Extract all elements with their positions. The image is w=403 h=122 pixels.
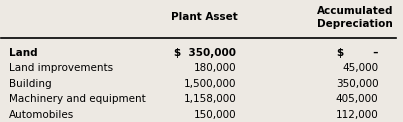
Text: Automobiles: Automobiles — [9, 110, 75, 120]
Text: 45,000: 45,000 — [342, 63, 378, 73]
Text: Accumulated: Accumulated — [316, 6, 393, 16]
Text: $        –: $ – — [337, 48, 378, 58]
Text: 112,000: 112,000 — [336, 110, 378, 120]
Text: 180,000: 180,000 — [194, 63, 236, 73]
Text: 150,000: 150,000 — [194, 110, 236, 120]
Text: Plant Asset: Plant Asset — [171, 12, 238, 22]
Text: 1,500,000: 1,500,000 — [184, 79, 236, 89]
Text: Building: Building — [9, 79, 52, 89]
Text: 1,158,000: 1,158,000 — [183, 94, 236, 104]
Text: Land improvements: Land improvements — [9, 63, 113, 73]
Text: Depreciation: Depreciation — [317, 19, 393, 29]
Text: 405,000: 405,000 — [336, 94, 378, 104]
Text: Land: Land — [9, 48, 38, 58]
Text: $  350,000: $ 350,000 — [174, 48, 236, 58]
Text: Machinery and equipment: Machinery and equipment — [9, 94, 146, 104]
Text: 350,000: 350,000 — [336, 79, 378, 89]
